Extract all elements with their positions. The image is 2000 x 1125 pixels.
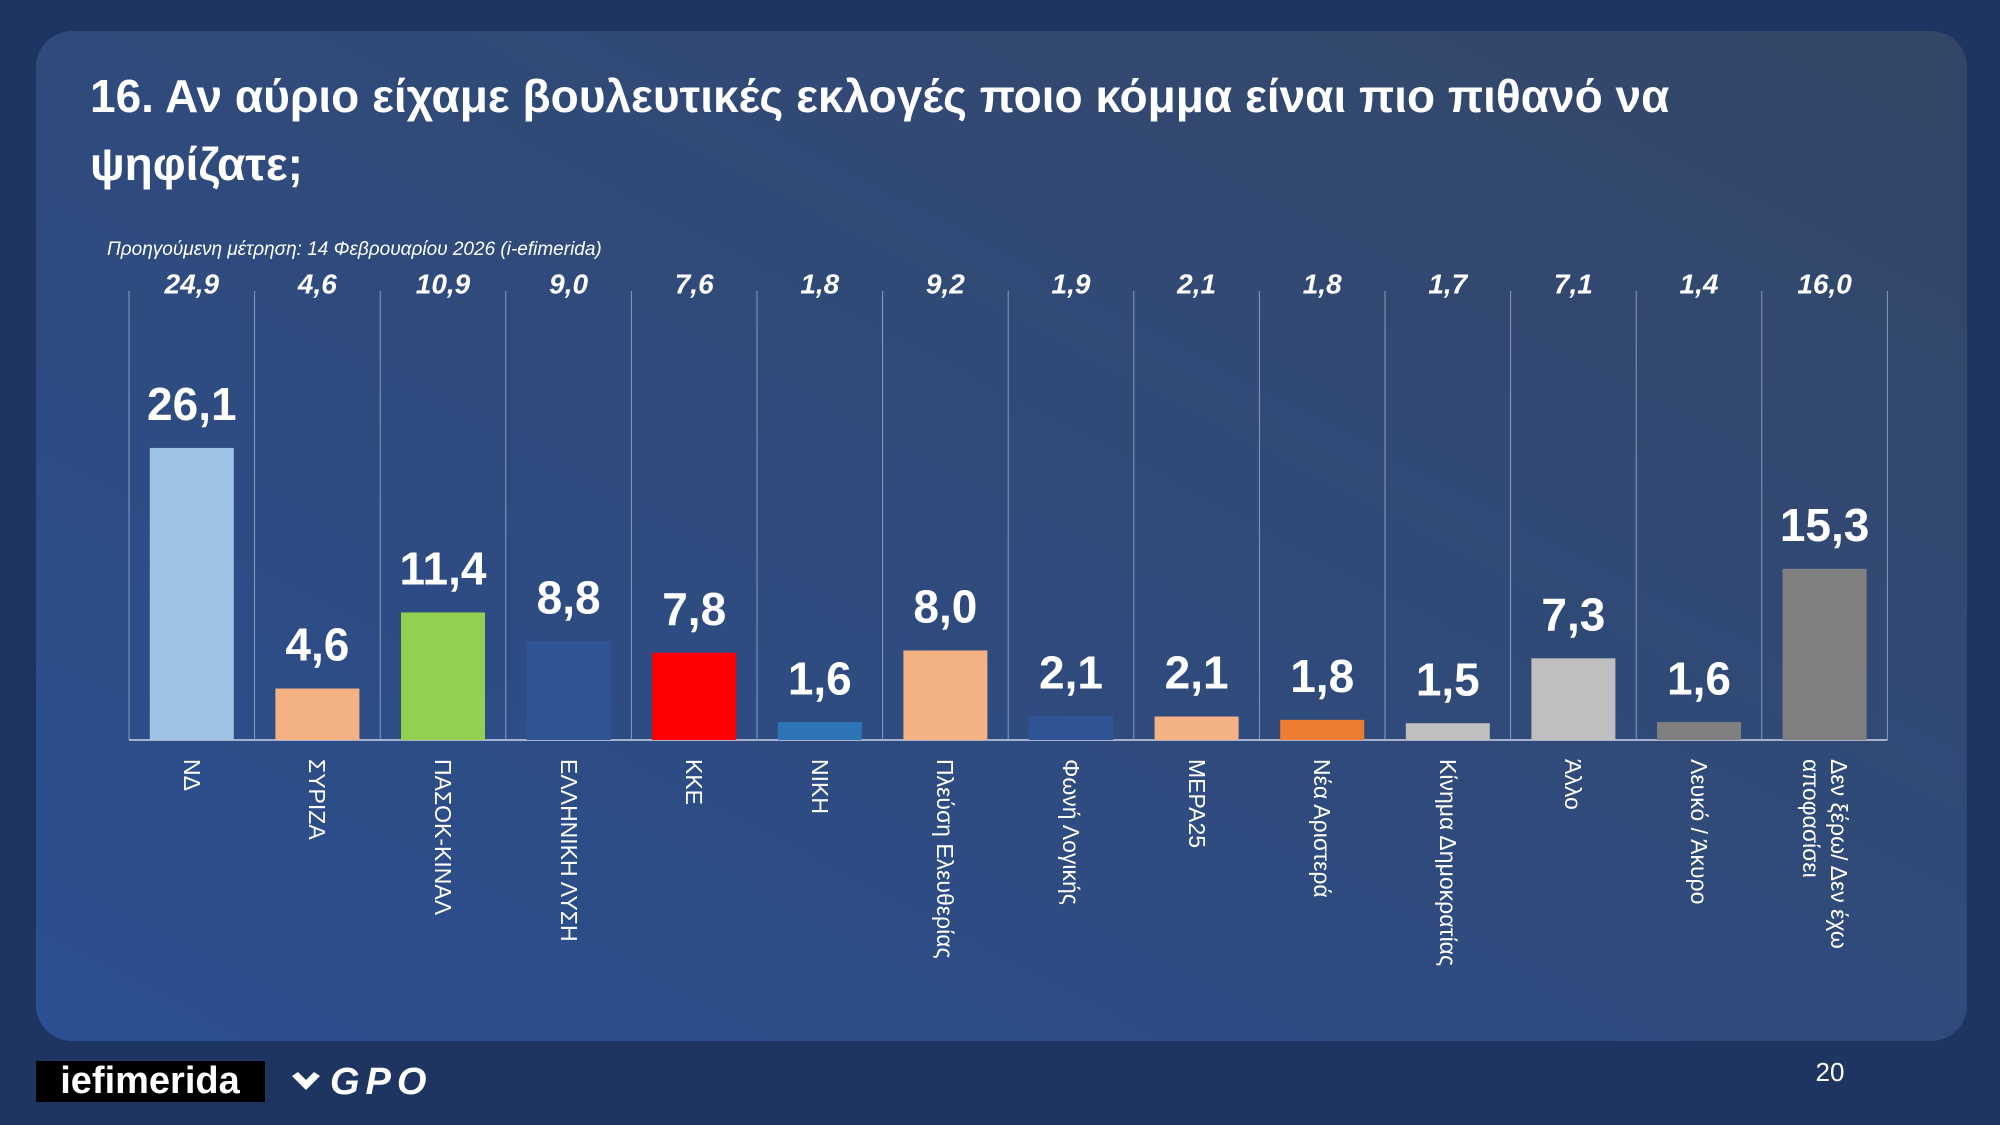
bar — [652, 652, 737, 740]
bar — [149, 447, 234, 740]
previous-value: 4,6 — [297, 268, 337, 299]
value-label: 1,6 — [788, 652, 852, 704]
category-label: ΚΚΕ — [662, 759, 726, 1059]
bar — [777, 722, 862, 740]
previous-value: 2,1 — [1176, 268, 1216, 299]
subtitle: Προηγούμενη μέτρηση: 14 Φεβρουαρίου 2026… — [107, 239, 602, 260]
value-label: 1,6 — [1667, 652, 1731, 704]
category-label: Λευκό / Άκυρο — [1667, 759, 1731, 1059]
category-text: Κίνημα Δημοκρατίας — [1434, 759, 1461, 967]
value-label: 1,5 — [1416, 653, 1480, 705]
bar — [1154, 716, 1239, 740]
category-label: ΣΥΡΙΖΑ — [285, 759, 349, 1059]
category-text: ΕΛΛΗΝΙΚΗ ΛΥΣΗ — [555, 759, 582, 942]
panel — [36, 31, 1967, 1041]
value-label: 8,8 — [537, 572, 601, 624]
category-text: Άλλο — [1560, 759, 1587, 810]
logo-icon — [292, 1072, 320, 1090]
category-label: Φωνή Λογικής — [1039, 759, 1103, 1059]
bar — [275, 688, 360, 740]
previous-value: 1,4 — [1680, 268, 1719, 299]
bar — [401, 612, 485, 740]
category-text: ΚΚΕ — [681, 759, 708, 806]
value-label: 26,1 — [147, 378, 237, 430]
value-label: 2,1 — [1165, 647, 1229, 699]
category-label: Άλλο — [1541, 759, 1605, 1059]
category-text: ΣΥΡΙΖΑ — [304, 759, 331, 840]
value-label: 1,8 — [1290, 650, 1354, 702]
chart-title: 16. Αν αύριο είχαμε βουλευτικές εκλογές … — [90, 70, 1670, 190]
category-label: ΝΙΚΗ — [788, 759, 852, 1059]
value-label: 7,8 — [662, 583, 726, 635]
bar — [1531, 658, 1616, 740]
bar — [1657, 722, 1741, 740]
bar — [1782, 568, 1867, 740]
value-label: 4,6 — [285, 619, 349, 671]
previous-value: 10,9 — [416, 268, 471, 299]
previous-value: 24,9 — [164, 268, 220, 299]
logo-box — [36, 1061, 265, 1102]
category-text: Φωνή Λογικής — [1058, 759, 1084, 905]
page-number: 20 — [1816, 1057, 1845, 1087]
category-label: Δεν ξέρω/ Δεν έχω αποφασίσει — [1793, 759, 1857, 1059]
bar — [526, 641, 611, 740]
category-text: ΜΕΡΑ25 — [1183, 759, 1210, 849]
category-label: ΜΕΡΑ25 — [1165, 759, 1229, 1059]
bar — [1405, 723, 1490, 740]
previous-value: 16,0 — [1797, 268, 1852, 299]
logo-right: GPO — [330, 1061, 432, 1103]
category-text: Νέα Αριστερά — [1309, 759, 1336, 898]
previous-value: 7,1 — [1554, 268, 1593, 299]
category-text: Πλεύση Ελευθερίας — [932, 759, 959, 959]
category-text: ΝΙΚΗ — [806, 759, 833, 814]
bar — [903, 650, 988, 740]
value-label: 2,1 — [1039, 647, 1103, 699]
previous-value: 1,9 — [1052, 268, 1091, 299]
category-label: ΕΛΛΗΝΙΚΗ ΛΥΣΗ — [537, 759, 601, 1059]
category-text: ΠΑΣΟΚ-ΚΙΝΑΛ — [430, 759, 456, 916]
value-label: 7,3 — [1541, 588, 1605, 640]
bar — [1029, 716, 1113, 740]
previous-value: 1,7 — [1428, 268, 1468, 299]
previous-value: 1,8 — [800, 268, 839, 299]
category-label: Κίνημα Δημοκρατίας — [1416, 759, 1480, 1059]
title-box: 16. Αν αύριο είχαμε βουλευτικές εκλογές … — [90, 70, 1670, 190]
previous-value: 7,6 — [675, 268, 714, 299]
previous-value: 1,8 — [1303, 268, 1342, 299]
category-label: ΠΑΣΟΚ-ΚΙΝΑΛ — [411, 759, 475, 1059]
previous-value: 9,0 — [549, 268, 588, 299]
category-label: Πλεύση Ελευθερίας — [913, 759, 977, 1059]
value-label: 8,0 — [913, 581, 977, 633]
category-text: Δεν ξέρω/ Δεν έχω αποφασίσει — [1797, 759, 1852, 949]
logo-left: iefimerida — [60, 1060, 240, 1102]
category-text: Λευκό / Άκυρο — [1686, 759, 1712, 905]
category-text: ΝΔ — [178, 759, 205, 791]
bar — [1280, 719, 1365, 740]
category-label: Νέα Αριστερά — [1290, 759, 1354, 1059]
category-label: ΝΔ — [160, 759, 224, 1059]
value-label: 15,3 — [1780, 499, 1870, 551]
previous-value: 9,2 — [926, 268, 965, 299]
value-label: 11,4 — [400, 543, 487, 595]
